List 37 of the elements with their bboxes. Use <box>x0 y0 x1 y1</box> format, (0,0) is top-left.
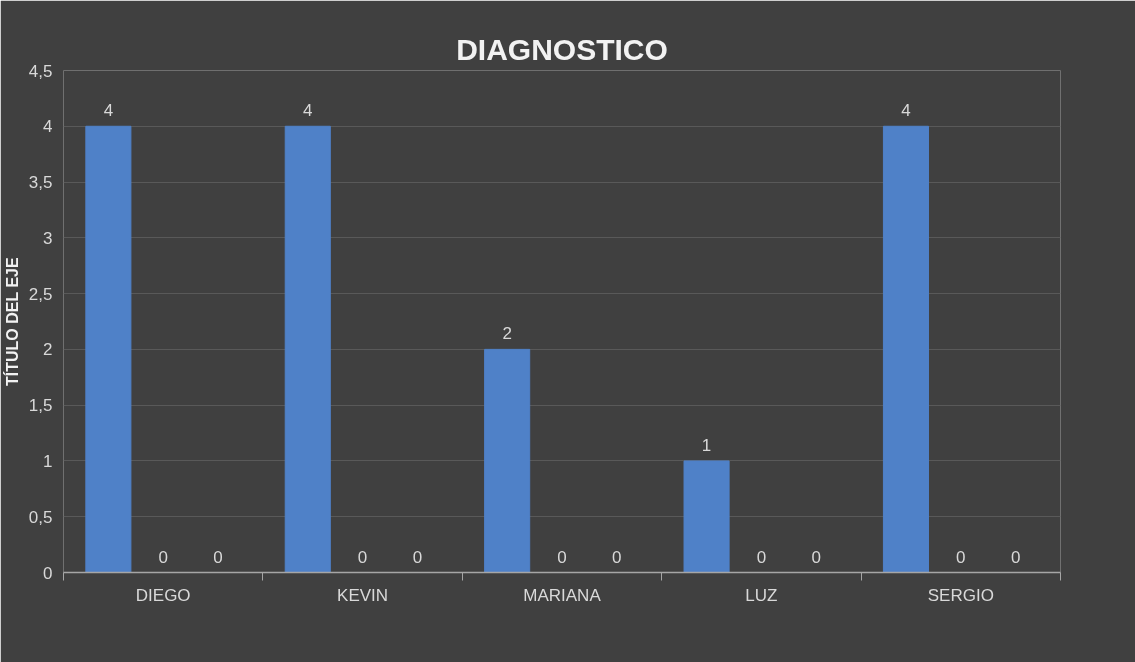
bar <box>882 125 929 573</box>
y-tick-label: 0 <box>43 563 53 583</box>
y-tick-label: 3,5 <box>28 173 53 193</box>
x-tick-label: DIEGO <box>135 585 191 605</box>
y-tick-label: 2,5 <box>28 284 53 304</box>
chart-title: DIAGNOSTICO <box>456 32 668 66</box>
data-label: 0 <box>811 547 821 567</box>
data-label: 0 <box>612 547 622 567</box>
y-tick-label: 1 <box>43 451 53 471</box>
x-tick-label: SERGIO <box>927 585 994 605</box>
y-tick-label: 4,5 <box>28 61 53 81</box>
data-label: 0 <box>158 547 168 567</box>
y-tick-label: 2 <box>43 340 53 360</box>
data-label: 0 <box>213 547 223 567</box>
data-label: 2 <box>502 324 512 344</box>
y-axis-title: TÍTULO DEL EJE <box>2 257 21 386</box>
x-tick-label: LUZ <box>745 585 778 605</box>
data-label: 0 <box>756 547 767 567</box>
x-tick-label: MARIANA <box>523 585 602 605</box>
bar <box>85 125 132 573</box>
data-label: 0 <box>557 547 567 567</box>
data-label: 0 <box>956 547 966 567</box>
data-label: 1 <box>701 435 712 455</box>
x-tick-label: KEVIN <box>337 585 389 605</box>
y-tick-label: 1,5 <box>28 396 53 416</box>
data-label: 4 <box>103 101 114 121</box>
data-label: 0 <box>1010 547 1021 567</box>
y-tick-label: 3 <box>43 228 53 248</box>
y-tick-label: 0,5 <box>28 507 53 527</box>
data-label: 0 <box>357 547 368 567</box>
y-tick-label: 4 <box>43 117 53 137</box>
bar <box>284 125 331 573</box>
data-label: 4 <box>901 101 911 121</box>
bar <box>683 460 730 573</box>
data-label: 4 <box>303 101 313 121</box>
data-label: 0 <box>412 547 423 567</box>
bar <box>484 348 531 573</box>
